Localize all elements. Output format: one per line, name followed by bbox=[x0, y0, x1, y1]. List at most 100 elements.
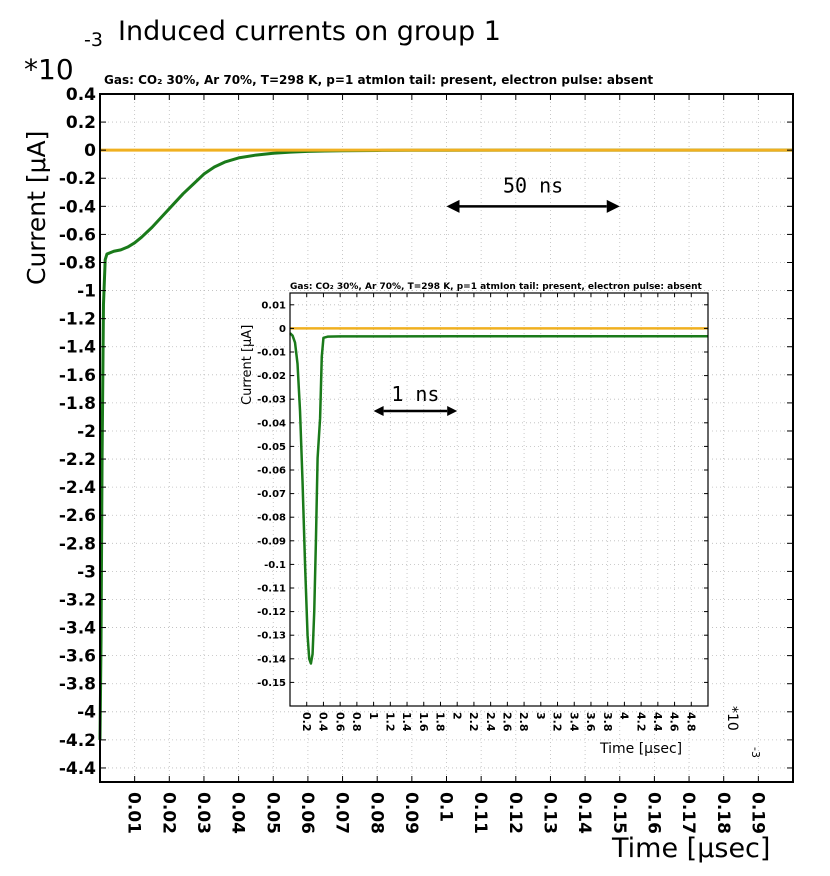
main-y-tick-label: 0.4 bbox=[66, 85, 96, 105]
inset-x-tick-label: 3.2 bbox=[551, 712, 564, 732]
main-y-tick-label: -4 bbox=[77, 703, 96, 723]
main-y-tick-label: -0.8 bbox=[59, 253, 96, 273]
inset-y-tick-label: 0 bbox=[279, 324, 286, 335]
inset-x-multiplier-base: *10 bbox=[724, 706, 740, 731]
inset-subtitle: Gas: CO₂ 30%, Ar 70%, T=298 K, p=1 atmIo… bbox=[290, 282, 703, 292]
main-x-tick-label: 0.09 bbox=[401, 792, 421, 834]
figure-title: Induced currents on group 1 bbox=[118, 16, 501, 47]
inset-x-tick-label: 2.4 bbox=[484, 712, 497, 732]
main-y-tick-label: 0.2 bbox=[66, 113, 96, 133]
inset-series-line-0 bbox=[289, 332, 708, 665]
inset-x-axis-label: Time [μsec] bbox=[599, 741, 682, 757]
main-x-tick-label: 0.16 bbox=[643, 792, 663, 834]
inset-x-tick-label: 2 bbox=[450, 712, 463, 720]
inset-y-axis-label: Current [μA] bbox=[240, 325, 255, 405]
main-y-tick-label: -0.2 bbox=[59, 169, 96, 189]
main-x-tick-label: 0.13 bbox=[540, 792, 560, 834]
inset-y-tick-label: -0.06 bbox=[257, 466, 286, 477]
inset-annotation-arrowhead-right bbox=[447, 406, 458, 416]
main-x-tick-label: 0.11 bbox=[470, 792, 490, 834]
inset-x-tick-label: 2.6 bbox=[501, 712, 514, 732]
main-y-axis-label: Current [μA] bbox=[22, 131, 51, 285]
inset-x-tick-label: 4.6 bbox=[668, 712, 681, 732]
inset-y-tick-label: 0.01 bbox=[261, 300, 286, 311]
main-x-tick-label: 0.07 bbox=[332, 792, 352, 834]
main-y-tick-label: -2 bbox=[77, 422, 96, 442]
inset-y-tick-label: -0.14 bbox=[257, 654, 286, 665]
inset-x-multiplier: *10 -3 bbox=[724, 706, 762, 758]
main-annotation-label: 50 ns bbox=[503, 173, 563, 197]
main-x-tick-label: 0.17 bbox=[678, 792, 698, 834]
inset-x-tick-label: 0.4 bbox=[317, 712, 330, 732]
inset-x-tick-label: 0.8 bbox=[350, 712, 363, 732]
main-x-tick-label: 0.02 bbox=[158, 792, 178, 834]
inset-x-tick-label: 3.4 bbox=[567, 712, 580, 732]
inset-y-tick-label: -0.05 bbox=[257, 442, 286, 453]
main-x-tick-label: 0.1 bbox=[436, 792, 456, 822]
main-x-tick-label: 0.03 bbox=[193, 792, 213, 834]
main-x-tick-label: 0.01 bbox=[124, 792, 144, 834]
inset-y-tick-label: -0.1 bbox=[264, 560, 286, 571]
inset-x-tick-label: 4.4 bbox=[651, 712, 664, 732]
main-y-tick-label: -1.8 bbox=[59, 394, 96, 414]
main-y-tick-label: 0 bbox=[84, 141, 96, 161]
inset-x-tick-label: 3.8 bbox=[601, 712, 614, 732]
main-x-tick-label: 0.08 bbox=[366, 792, 386, 834]
main-y-tick-label: -4.4 bbox=[59, 759, 96, 779]
main-y-tick-label: -3.8 bbox=[59, 675, 96, 695]
main-y-tick-label: -3.2 bbox=[59, 590, 96, 610]
inset-x-tick-label: 1.6 bbox=[417, 712, 430, 732]
inset-x-tick-label: 1.2 bbox=[383, 712, 396, 732]
main-x-tick-label: 0.05 bbox=[262, 792, 282, 834]
main-annotation-arrowhead-left bbox=[446, 199, 460, 213]
inset-y-tick-label: -0.04 bbox=[257, 418, 286, 429]
inset-y-tick-label: -0.02 bbox=[257, 371, 286, 382]
inset-annotation-label: 1 ns bbox=[391, 382, 439, 406]
inset-y-tick-label: -0.08 bbox=[257, 513, 286, 524]
inset-plot: 0.2 0.4 0.6 0.8 1 1.2 1.4 1.6 1.8 2 2.2 2.4 2.6 2.8 3 3… bbox=[257, 292, 709, 732]
inset-x-tick-label: 2.8 bbox=[517, 712, 530, 732]
main-x-axis-label: Time [μsec] bbox=[611, 833, 770, 864]
inset-x-tick-label: 0.2 bbox=[300, 712, 313, 732]
main-y-tick-label: -2.6 bbox=[59, 506, 96, 526]
main-x-tick-label: 0.04 bbox=[228, 792, 248, 834]
inset-x-tick-label: 1 bbox=[367, 712, 380, 720]
inset-x-tick-label: 1.8 bbox=[434, 712, 447, 732]
main-x-tick-label: 0.14 bbox=[574, 792, 594, 834]
main-x-tick-label: 0.18 bbox=[713, 792, 733, 834]
main-y-tick-label: -2.4 bbox=[59, 478, 96, 498]
main-y-tick-label: -0.4 bbox=[59, 197, 96, 217]
main-y-multiplier-base: *10 bbox=[24, 53, 74, 86]
main-y-tick-label: -1 bbox=[77, 282, 96, 302]
main-annotation-arrowhead-right bbox=[606, 199, 620, 213]
main-y-tick-label: -3.4 bbox=[59, 619, 96, 639]
inset-y-tick-label: -0.07 bbox=[257, 489, 286, 500]
main-x-tick-label: 0.06 bbox=[297, 792, 317, 834]
main-y-tick-label: -4.2 bbox=[59, 731, 96, 751]
inset-y-tick-label: -0.01 bbox=[257, 348, 286, 359]
inset-x-tick-label: 1.4 bbox=[400, 712, 413, 732]
inset-x-multiplier-exponent: -3 bbox=[749, 747, 762, 758]
main-y-tick-label: -2.8 bbox=[59, 534, 96, 554]
inset-x-tick-label: 3 bbox=[534, 712, 547, 720]
main-y-multiplier: *10 -3 bbox=[24, 29, 103, 86]
inset-axes-frame bbox=[289, 292, 709, 707]
main-y-tick-label: -3 bbox=[77, 562, 96, 582]
main-y-tick-label: -3.6 bbox=[59, 647, 96, 667]
inset-x-tick-label: 0.6 bbox=[333, 712, 346, 732]
main-y-tick-label: -2.2 bbox=[59, 450, 96, 470]
inset-y-tick-label: -0.11 bbox=[257, 584, 286, 595]
main-y-tick-label: -1.2 bbox=[59, 310, 96, 330]
main-y-tick-label: -0.6 bbox=[59, 225, 96, 245]
inset-x-tick-label: 4.8 bbox=[684, 712, 697, 732]
inset-x-tick-label: 4 bbox=[618, 712, 631, 720]
inset-x-tick-label: 2.2 bbox=[467, 712, 480, 732]
main-subtitle: Gas: CO₂ 30%, Ar 70%, T=298 K, p=1 atmIo… bbox=[104, 73, 653, 87]
inset-y-tick-label: -0.13 bbox=[257, 631, 286, 642]
main-y-multiplier-exponent: -3 bbox=[84, 29, 103, 51]
main-x-tick-label: 0.15 bbox=[609, 792, 629, 834]
main-x-tick-label: 0.19 bbox=[747, 792, 767, 834]
inset-y-tick-label: -0.03 bbox=[257, 395, 286, 406]
